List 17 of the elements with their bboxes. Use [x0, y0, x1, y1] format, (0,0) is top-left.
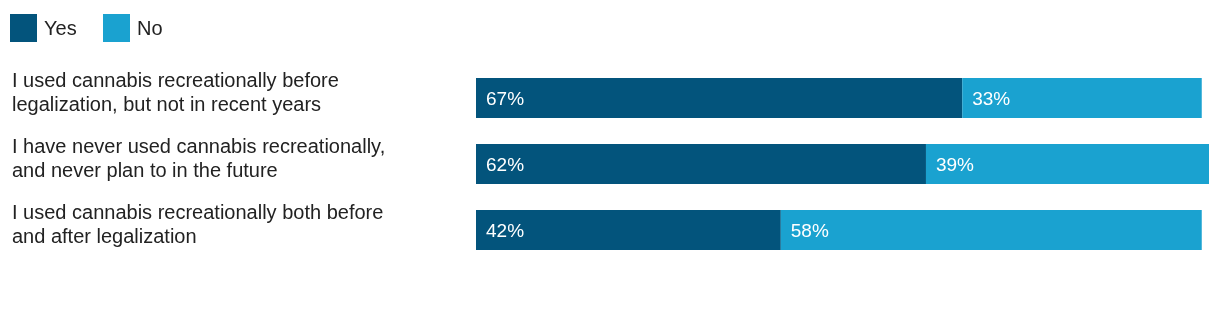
data-label: 67%	[486, 88, 525, 109]
data-label: 62%	[486, 154, 525, 175]
bar	[780, 210, 1202, 250]
bar	[925, 144, 1209, 184]
bar	[962, 78, 1202, 118]
data-label: 33%	[972, 88, 1011, 109]
data-label: 42%	[486, 220, 525, 241]
data-label: 39%	[935, 154, 975, 175]
legend-label: No	[137, 17, 163, 39]
y-tick-label: I used cannabis recreationally both before and after legalization	[12, 201, 384, 247]
bar	[476, 78, 963, 118]
y-tick-label: I used cannabis recreationally before legalization, but not in recent years	[12, 69, 339, 115]
data-label: 58%	[790, 220, 829, 241]
legend-label: Yes	[44, 17, 77, 39]
bar	[476, 144, 926, 184]
y-tick-label: I have never used cannabis recreationally, and never plan to in the future	[12, 135, 386, 181]
bar	[476, 210, 781, 250]
